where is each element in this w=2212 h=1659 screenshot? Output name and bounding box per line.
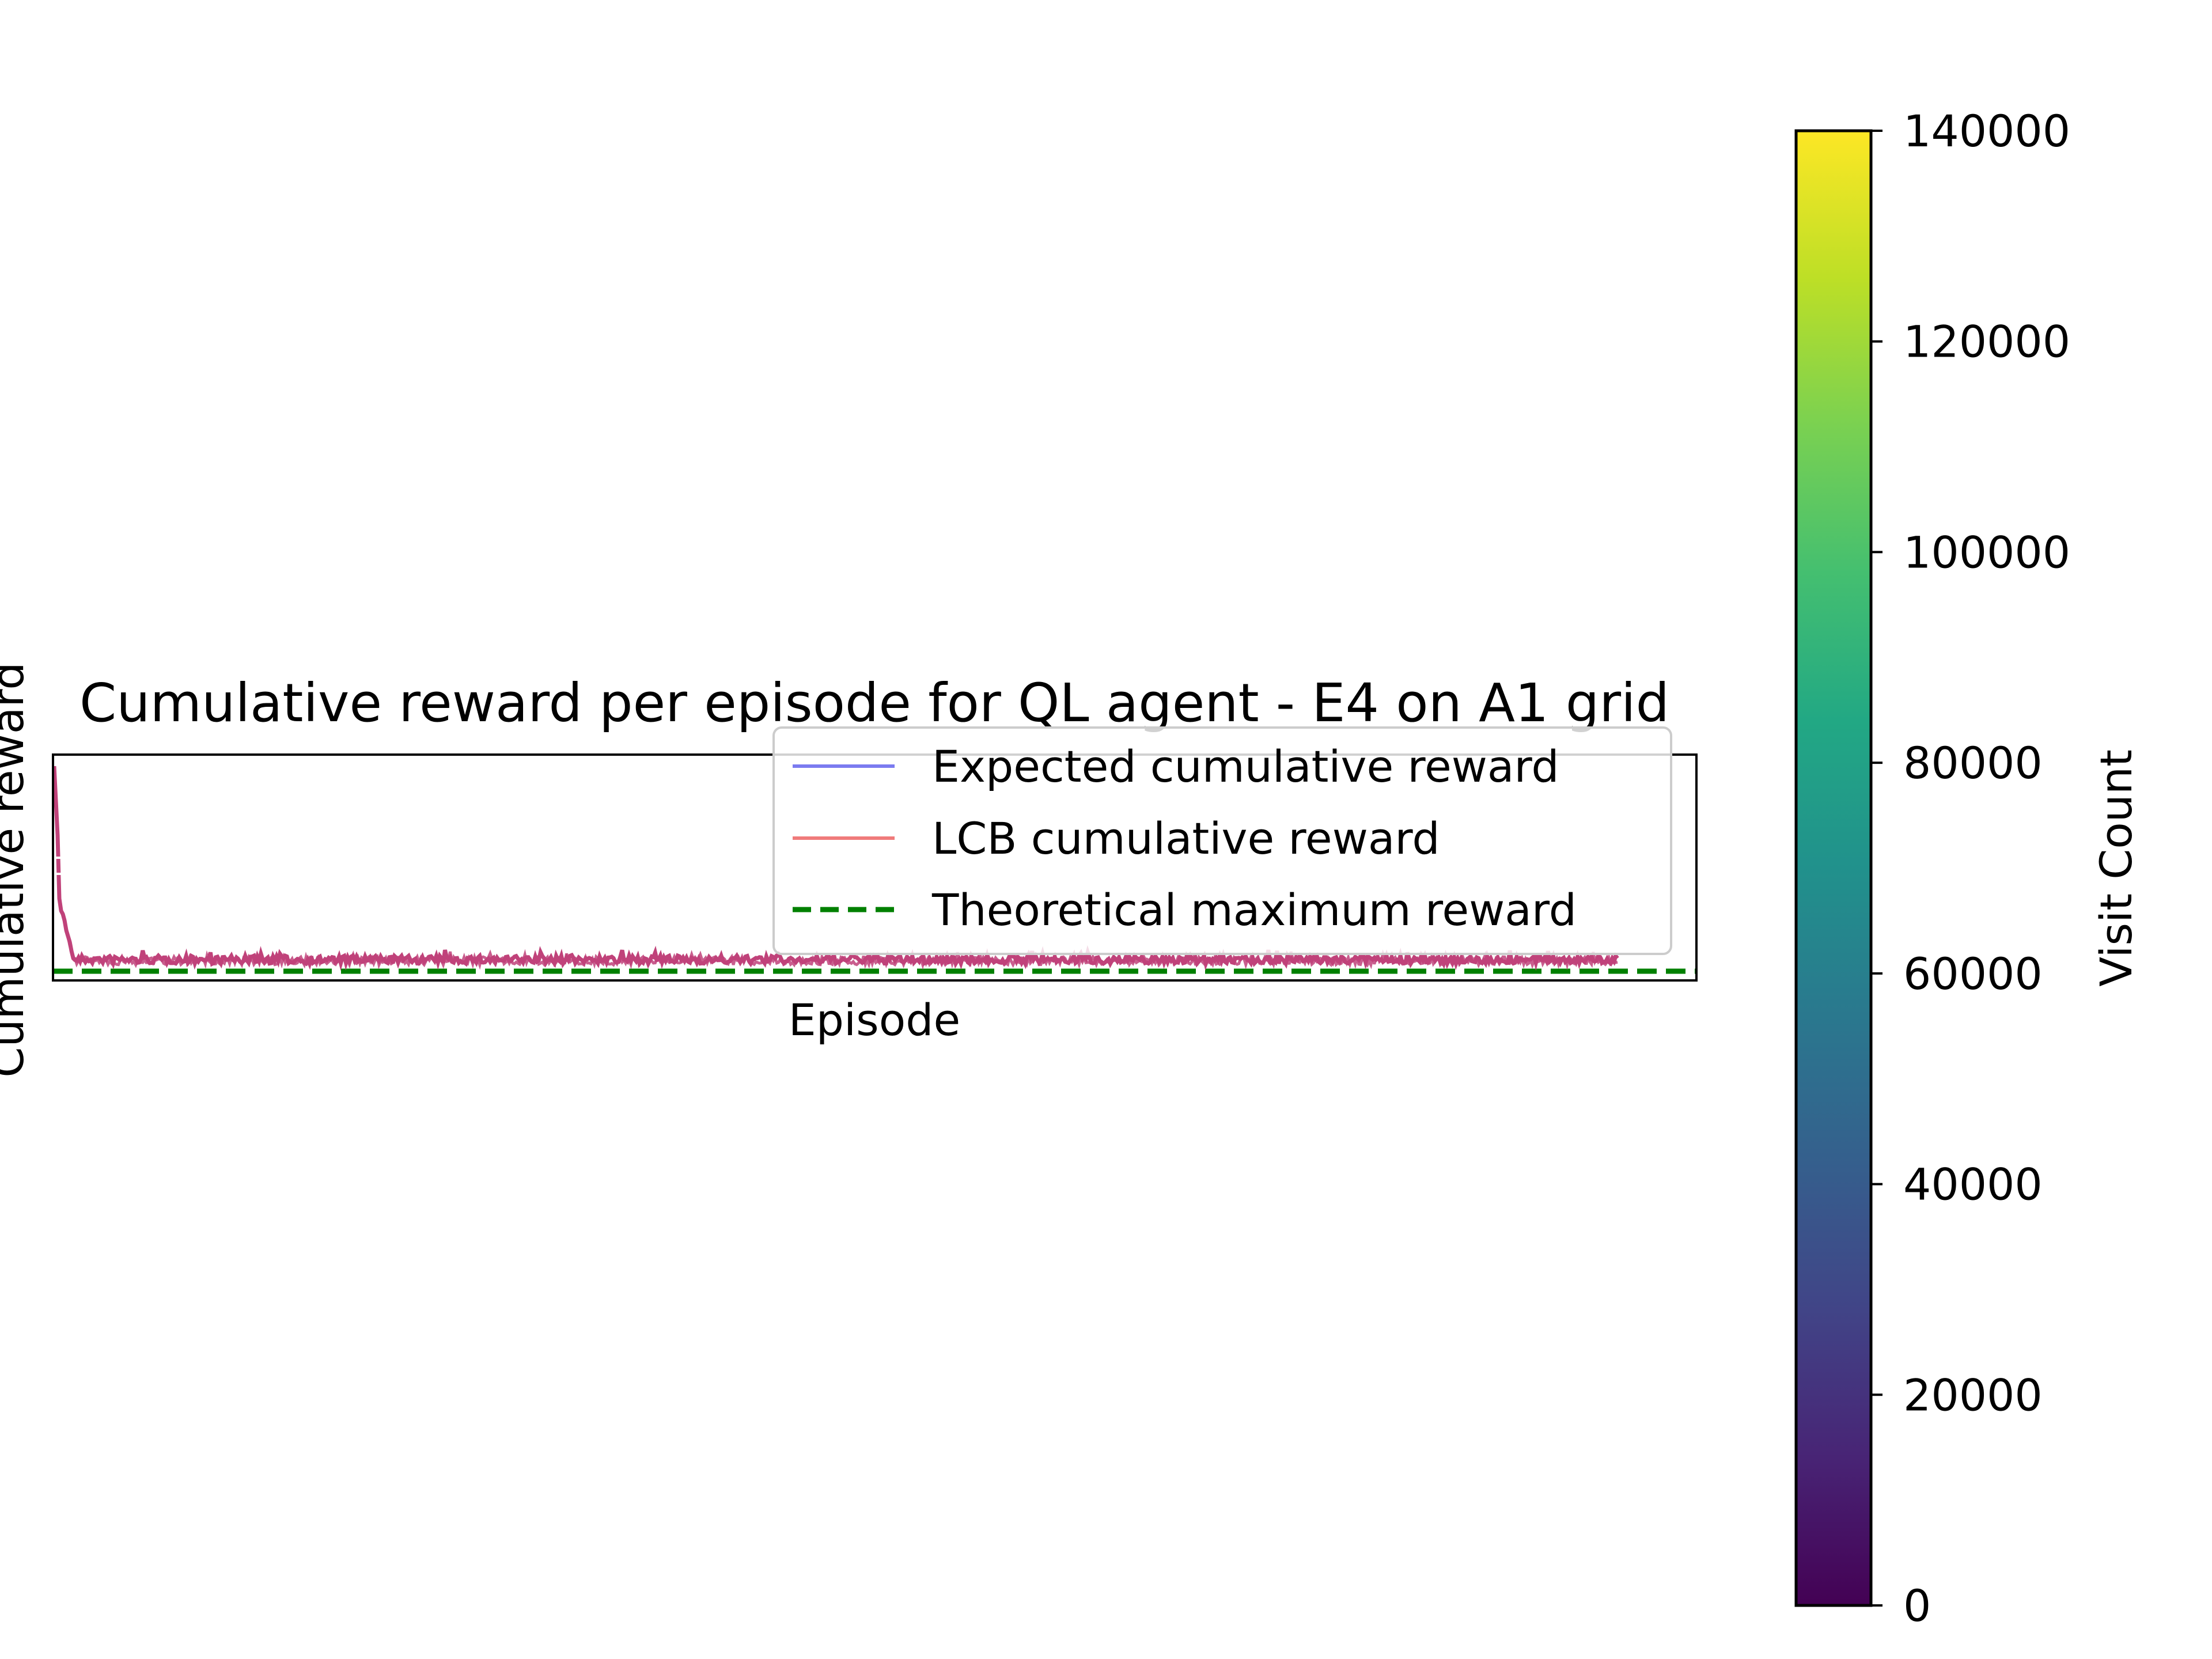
colorbar-tick-label: 0 bbox=[1903, 1580, 1931, 1631]
colorbar-label: Visit Count bbox=[2090, 749, 2142, 987]
colorbar-tick-label: 100000 bbox=[1903, 527, 2070, 578]
legend-frame bbox=[772, 726, 1672, 955]
series-lcb-cumulative-reward-line bbox=[53, 766, 1618, 971]
colorbar-tick-label: 120000 bbox=[1903, 316, 2070, 368]
colorbar-tick-label: 40000 bbox=[1903, 1159, 2043, 1210]
colorbar-tick-label: 140000 bbox=[1903, 105, 2070, 157]
clipped-tick-mark bbox=[53, 857, 61, 859]
colorbar-tick-label: 60000 bbox=[1903, 948, 2043, 999]
colorbar-tick-label: 80000 bbox=[1903, 737, 2043, 789]
colorbar-ticks: 0 20000 40000 60000 80000 100000 120000 140000 bbox=[1871, 105, 2070, 1631]
legend: Expected cumulative reward LCB cumulativ… bbox=[772, 726, 1672, 955]
clipped-tick-mark bbox=[53, 873, 61, 875]
x-axis-label: Episode bbox=[789, 994, 960, 1046]
chart-title: Cumulative reward per episode for QL age… bbox=[79, 672, 1669, 734]
y-axis-label: Cumulative reward bbox=[0, 662, 33, 1077]
colorbar-tick-label: 20000 bbox=[1903, 1369, 2043, 1421]
colorbar: 020000400006000080000100000120000140000 … bbox=[1794, 105, 2142, 1631]
legend-label-theoretical: Theoretical maximum reward bbox=[931, 884, 1577, 935]
legend-label-lcb: LCB cumulative reward bbox=[932, 813, 1440, 864]
legend-label-expected: Expected cumulative reward bbox=[932, 741, 1559, 792]
colorbar-gradient bbox=[1794, 129, 1873, 1607]
